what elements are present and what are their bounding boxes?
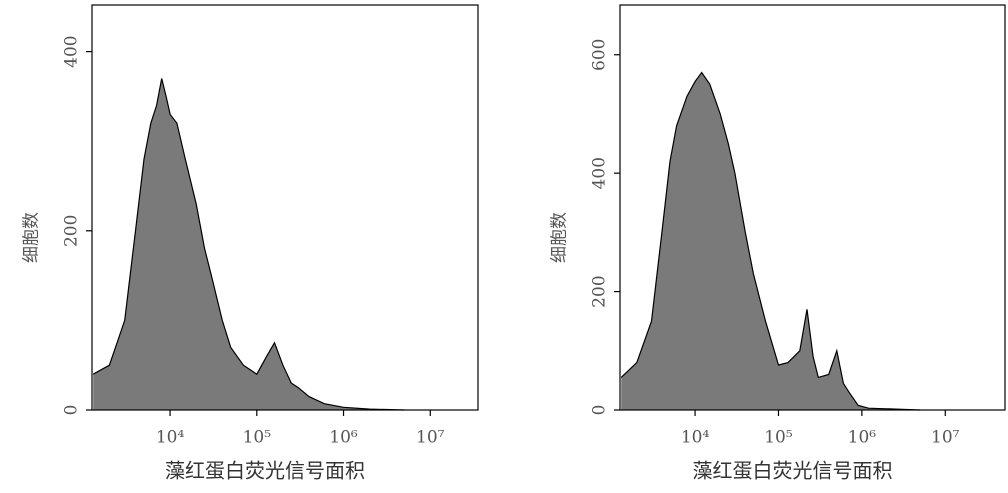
x-tick-label: 10⁷ [931,428,960,448]
y-tick-label: 0 [590,405,610,416]
y-tick-label: 400 [590,157,610,189]
y-tick-label: 200 [590,275,610,307]
x-tick-label: 10⁶ [848,428,877,448]
area [621,72,921,410]
y-axis-label: 细胞数 [550,212,570,263]
x-axis-label: 藻红蛋白荧光信号面积 [165,459,365,483]
area-outline [620,71,921,411]
x-tick-label: 10⁴ [681,428,710,448]
y-axis-label: 细胞数 [22,212,42,263]
x-tick-label: 10⁴ [156,428,185,448]
area [93,78,405,410]
x-axis-label: 藻红蛋白荧光信号面积 [693,459,893,483]
area-outline [92,78,405,411]
x-tick-label: 10⁵ [243,428,272,448]
plot-frame [91,4,479,411]
plot-frame [619,4,1006,411]
y-tick-label: 400 [61,35,81,67]
y-tick-label: 200 [62,215,82,247]
x-tick-label: 10⁵ [764,428,793,448]
y-tick-label: 0 [62,405,82,416]
x-tick-label: 10⁶ [329,428,358,448]
x-tick-label: 10⁷ [416,428,445,448]
y-tick-label: 600 [590,39,610,71]
